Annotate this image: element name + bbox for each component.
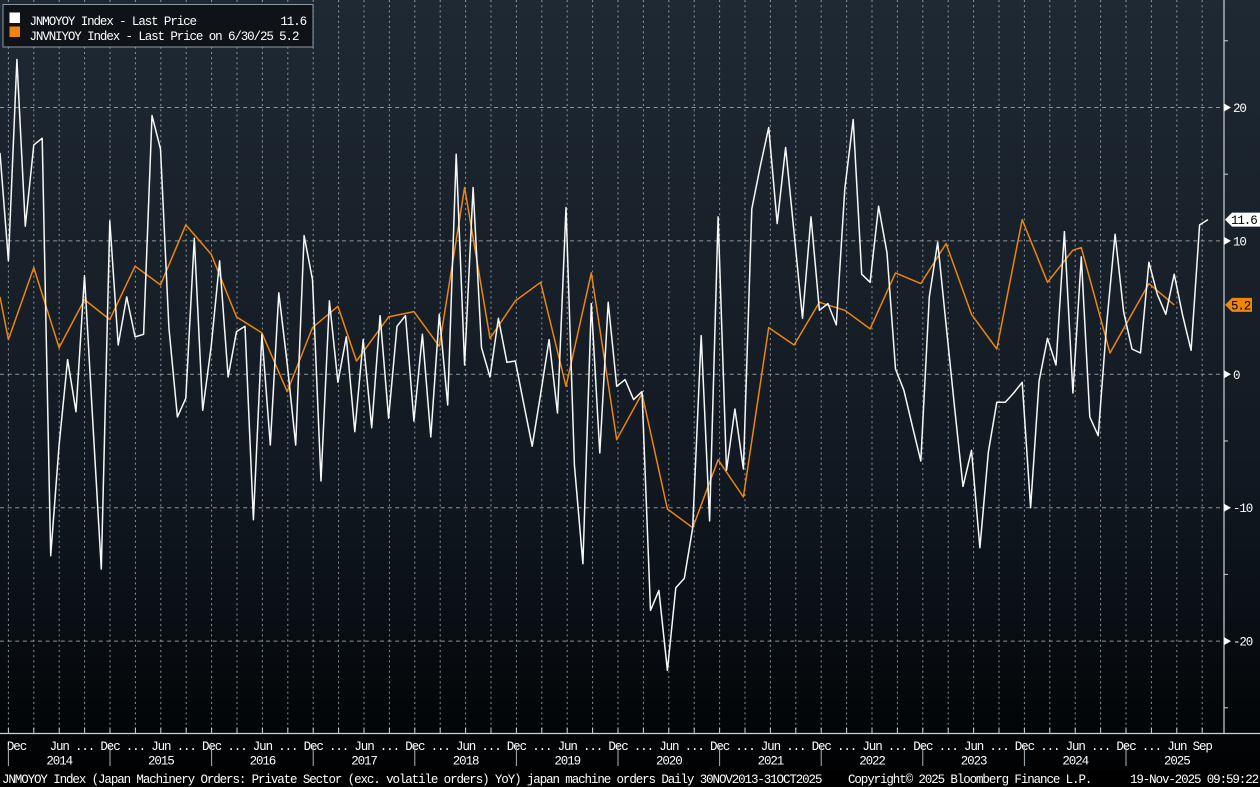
svg-text:11.6: 11.6 <box>280 15 306 29</box>
svg-text:...: ... <box>75 740 94 754</box>
svg-text:...: ... <box>685 740 704 754</box>
svg-text:...: ... <box>837 740 856 754</box>
svg-text:Jun: Jun <box>964 740 984 754</box>
svg-text:Jun: Jun <box>1066 740 1086 754</box>
svg-text:...: ... <box>1142 740 1161 754</box>
svg-text:2014: 2014 <box>46 755 72 769</box>
svg-text:2025: 2025 <box>1164 755 1190 769</box>
svg-text:...: ... <box>1040 740 1059 754</box>
svg-text:...: ... <box>177 740 196 754</box>
svg-text:Jun: Jun <box>558 740 578 754</box>
svg-text:...: ... <box>278 740 297 754</box>
svg-text:2018: 2018 <box>453 755 479 769</box>
svg-text:Dec: Dec <box>812 740 832 754</box>
svg-text:...: ... <box>329 740 348 754</box>
svg-text:JNMOYOY Index - Last Price: JNMOYOY Index - Last Price <box>30 15 197 29</box>
svg-text:0: 0 <box>1233 369 1240 383</box>
svg-text:2019: 2019 <box>554 755 580 769</box>
svg-text:Jun: Jun <box>1167 740 1187 754</box>
svg-text:Dec: Dec <box>913 740 933 754</box>
svg-text:Dec: Dec <box>202 740 222 754</box>
svg-text:2021: 2021 <box>758 755 784 769</box>
svg-text:...: ... <box>989 740 1008 754</box>
svg-text:2020: 2020 <box>656 755 682 769</box>
svg-text:...: ... <box>735 740 754 754</box>
svg-text:Jun: Jun <box>761 740 781 754</box>
svg-text:Jun: Jun <box>253 740 273 754</box>
svg-text:Jun: Jun <box>862 740 882 754</box>
svg-text:...: ... <box>634 740 653 754</box>
svg-text:10: 10 <box>1233 235 1246 249</box>
svg-text:Dec: Dec <box>304 740 324 754</box>
svg-text:...: ... <box>227 740 246 754</box>
svg-text:Dec: Dec <box>608 740 628 754</box>
svg-text:2024: 2024 <box>1062 755 1088 769</box>
svg-text:19-Nov-2025 09:59:22: 19-Nov-2025 09:59:22 <box>1130 773 1259 787</box>
svg-text:2022: 2022 <box>859 755 885 769</box>
svg-text:JNVNIYOY Index - Last Price on: JNVNIYOY Index - Last Price on 6/30/25 5… <box>30 30 299 44</box>
svg-text:Dec: Dec <box>710 740 730 754</box>
svg-text:...: ... <box>431 740 450 754</box>
svg-text:2023: 2023 <box>961 755 987 769</box>
svg-text:Dec: Dec <box>1015 740 1035 754</box>
svg-text:Copyright© 2025 Bloomberg Fina: Copyright© 2025 Bloomberg Finance L.P. <box>848 773 1091 787</box>
svg-text:-10: -10 <box>1233 502 1253 516</box>
svg-text:Dec: Dec <box>100 740 120 754</box>
svg-text:...: ... <box>126 740 145 754</box>
svg-text:Sep: Sep <box>1193 740 1213 754</box>
svg-text:Jun: Jun <box>151 740 171 754</box>
svg-text:Dec: Dec <box>7 740 27 754</box>
svg-text:JNMOYOY Index (Japan Machinery: JNMOYOY Index (Japan Machinery Orders: P… <box>2 773 822 787</box>
svg-text:...: ... <box>1091 740 1110 754</box>
svg-text:2015: 2015 <box>148 755 174 769</box>
svg-text:Dec: Dec <box>507 740 527 754</box>
svg-text:...: ... <box>532 740 551 754</box>
svg-text:...: ... <box>786 740 805 754</box>
svg-text:20: 20 <box>1233 102 1246 116</box>
svg-text:-20: -20 <box>1233 636 1253 650</box>
svg-text:2016: 2016 <box>250 755 276 769</box>
svg-text:Jun: Jun <box>354 740 374 754</box>
svg-text:Jun: Jun <box>456 740 476 754</box>
svg-text:Dec: Dec <box>1116 740 1136 754</box>
svg-text:...: ... <box>481 740 500 754</box>
svg-text:...: ... <box>939 740 958 754</box>
svg-text:5.2: 5.2 <box>1231 299 1251 313</box>
svg-text:...: ... <box>583 740 602 754</box>
svg-text:Jun: Jun <box>659 740 679 754</box>
svg-text:11.6: 11.6 <box>1231 214 1257 228</box>
svg-text:2017: 2017 <box>351 755 377 769</box>
svg-text:Dec: Dec <box>405 740 425 754</box>
svg-text:...: ... <box>888 740 907 754</box>
svg-text:...: ... <box>380 740 399 754</box>
svg-text:Jun: Jun <box>50 740 70 754</box>
